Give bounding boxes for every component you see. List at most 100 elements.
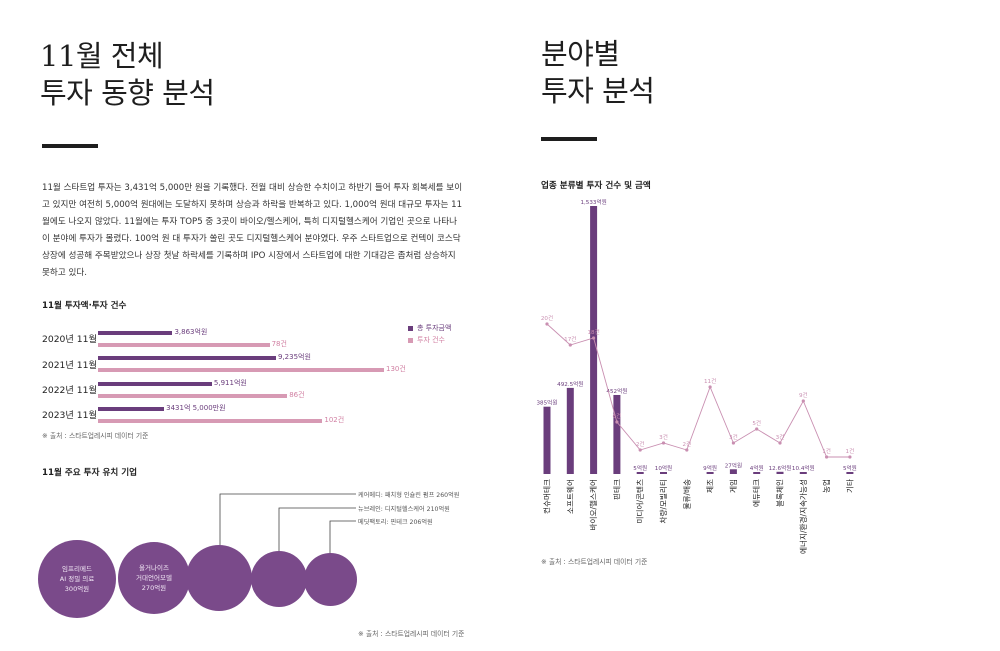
sector-count-label: 5건	[752, 420, 761, 427]
left-title: 11월 전체 투자 동향 분석	[40, 38, 215, 112]
sector-bar-label: 5억원	[843, 464, 857, 472]
sector-bar	[636, 472, 644, 474]
sector-bar	[660, 472, 667, 474]
sector-category-label: 컨슈머테크	[542, 479, 552, 514]
sector-bar	[729, 469, 737, 474]
sector-count-label: 17건	[564, 336, 576, 343]
sector-bar	[776, 471, 784, 474]
sector-count-label: 3건	[729, 434, 738, 441]
right-title-rule	[541, 137, 597, 141]
sector-bar	[590, 206, 598, 474]
yearly-source-note: ※ 출처 : 스타트업레시피 데이터 기준	[42, 432, 149, 440]
company-circle-text: 임프리메드 AI 정밀 의료 300억원	[60, 564, 94, 594]
amount-value: 3,863억원	[174, 328, 208, 336]
sector-count-point	[545, 322, 549, 326]
sector-bar-label: 12.6억원	[769, 464, 792, 472]
legend-count-label: 투자 건수	[417, 336, 445, 344]
count-value: 130건	[386, 365, 406, 373]
sector-category-label: 바이오/헬스케어	[588, 479, 598, 530]
legend-amount: 총 투자금액	[408, 323, 451, 333]
sector-count-point	[778, 441, 782, 445]
company-name: 올거나이즈	[139, 564, 169, 572]
count-bar	[98, 394, 288, 398]
year-label: 2020년 11월	[42, 334, 97, 345]
sector-bar-label: 452억원	[606, 387, 627, 395]
sector-category-label: 에너지/환경/지속가능성	[798, 479, 808, 554]
sector-category-label: 물류/배송	[682, 479, 691, 510]
sector-bar-label: 1,533억원	[580, 198, 606, 206]
amount-value: 3431억 5,000만원	[166, 404, 226, 412]
sector-bar-label: 10억원	[655, 464, 672, 472]
legend-amount-swatch	[408, 325, 413, 331]
sector-bar	[799, 472, 807, 474]
year-label: 2021년 11월	[42, 360, 97, 371]
company-circle	[251, 551, 307, 607]
company-circle: 올거나이즈 거대언어모델 270억원	[118, 542, 190, 614]
sector-count-point	[685, 448, 689, 452]
sector-count-point	[592, 336, 596, 340]
sector-bar-label: 385억원	[537, 399, 558, 407]
year-label: 2022년 11월	[42, 385, 97, 396]
sector-count-point	[661, 441, 666, 445]
sector-bar	[613, 394, 621, 474]
left-title-line1: 11월 전체	[40, 39, 164, 73]
sector-count-point	[848, 455, 852, 459]
sector-bar-label: 492.5억원	[557, 380, 583, 388]
callout-text: 뉴브레인: 디지털헬스케어 210억원	[358, 506, 450, 513]
sector-bar	[543, 406, 551, 474]
company-field: AI 정밀 의료	[59, 575, 95, 583]
sector-count-point	[801, 399, 805, 403]
left-title-line2: 투자 동향 분석	[40, 76, 215, 110]
company-circle: 임프리메드 AI 정밀 의료 300억원	[38, 540, 116, 618]
legend-count: 투자 건수	[408, 335, 451, 345]
sector-count-point	[708, 385, 712, 389]
company-circle	[304, 553, 357, 606]
company-amount: 270억원	[141, 584, 167, 592]
sector-count-label: 9건	[799, 392, 808, 399]
sector-count-label: 1건	[822, 448, 831, 455]
sector-bar	[753, 472, 761, 474]
sector-category-label: 농업	[822, 479, 831, 493]
sector-category-label: 미디어/콘텐츠	[635, 479, 645, 523]
callout-text: 케어메디: 패치형 인슐린 펌프 260억원	[358, 492, 460, 499]
right-title-line2: 투자 분석	[541, 74, 655, 108]
sector-count-label: 20건	[541, 315, 553, 322]
sector-bar	[706, 472, 714, 474]
count-value: 86건	[289, 391, 305, 399]
company-circle	[186, 545, 252, 611]
amount-value: 9,235억원	[278, 353, 311, 361]
sector-category-label: 게임	[728, 479, 738, 493]
sector-count-point	[568, 343, 572, 347]
sector-bar-label: 4억원	[750, 464, 764, 472]
count-bar	[98, 419, 323, 423]
company-amount: 300억원	[64, 585, 90, 593]
sector-bar-label: 27억원	[725, 461, 742, 469]
sector-count-label: 11건	[704, 378, 716, 385]
company-field: 거대언어모델	[136, 574, 172, 582]
sector-category-label: 기타	[845, 479, 854, 493]
yearly-section-title: 11월 투자액·투자 건수	[42, 301, 127, 311]
sector-category-label: 제조	[706, 479, 715, 493]
count-value: 78건	[271, 340, 287, 348]
amount-bar	[98, 331, 173, 335]
sector-category-label: 차량/모빌리티	[658, 479, 668, 523]
legend-amount-label: 총 투자금액	[417, 324, 452, 332]
count-bar	[98, 343, 270, 347]
sector-bar	[566, 387, 574, 474]
sector-count-label: 1건	[846, 448, 855, 455]
callout-line	[329, 520, 356, 558]
sector-category-label: 소프트웨어	[565, 479, 575, 514]
sector-count-line	[546, 323, 850, 458]
chart-title: 업종 분류별 투자 건수 및 금액	[541, 181, 651, 191]
left-title-rule	[42, 144, 98, 148]
callout-lines	[219, 493, 356, 558]
sector-bar-label: 10.4억원	[792, 464, 815, 472]
sector-count-label: 18건	[587, 329, 599, 336]
amount-value: 5,911억원	[213, 379, 247, 387]
right-title-line1: 분야별	[541, 37, 620, 71]
sector-count-point	[615, 420, 619, 424]
company-name: 임프리메드	[62, 565, 92, 573]
top-companies-title: 11월 주요 투자 유치 기업	[42, 468, 138, 478]
sector-bar	[846, 472, 854, 474]
legend-count-swatch	[408, 337, 413, 343]
